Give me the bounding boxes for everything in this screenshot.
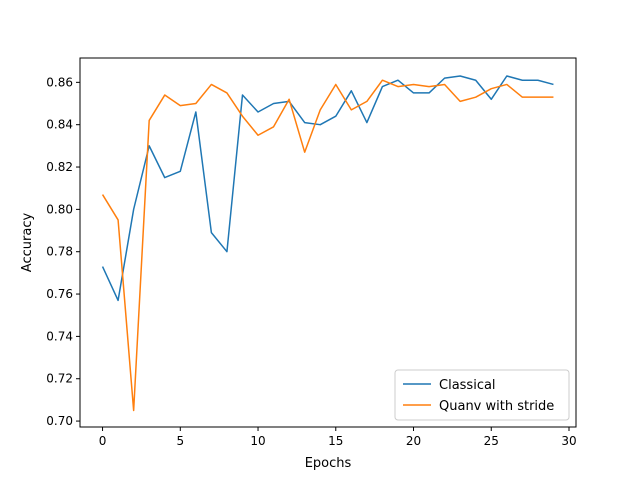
x-tick-label: 20 [406,434,421,448]
series-layer [101,75,554,412]
x-tick-label: 10 [250,434,265,448]
x-tick-label: 5 [176,434,184,448]
x-tick-label: 30 [561,434,576,448]
y-axis-label: Accuracy [20,213,35,273]
y-tick-label: 0.80 [46,202,73,216]
legend-label: Classical [439,378,496,393]
y-tick-label: 0.82 [46,160,73,174]
series-line-1 [101,75,554,302]
x-tick-label: 0 [99,434,107,448]
x-axis: 0 5 10 15 20 25 30 [99,427,577,448]
y-tick-label: 0.70 [46,414,73,428]
y-tick-label: 0.84 [46,118,73,132]
x-tick-label: 25 [484,434,499,448]
x-axis-label: Epochs [305,456,352,471]
series-line-2 [101,79,554,412]
y-tick-label: 0.76 [46,287,73,301]
y-axis: 0.70 0.72 0.74 0.76 0.78 0.80 0.82 0.84 0.86 [46,75,80,428]
y-tick-label: 0.86 [46,75,73,89]
x-tick-label: 15 [328,434,343,448]
legend-box [394,369,570,421]
y-tick-label: 0.72 [46,372,73,386]
axes-frame [79,57,577,428]
legend-label: Quanv with stride [439,399,554,414]
y-tick-label: 0.78 [46,245,73,259]
y-tick-label: 0.74 [46,329,73,343]
legend: Classical Quanv with stride [394,369,570,421]
